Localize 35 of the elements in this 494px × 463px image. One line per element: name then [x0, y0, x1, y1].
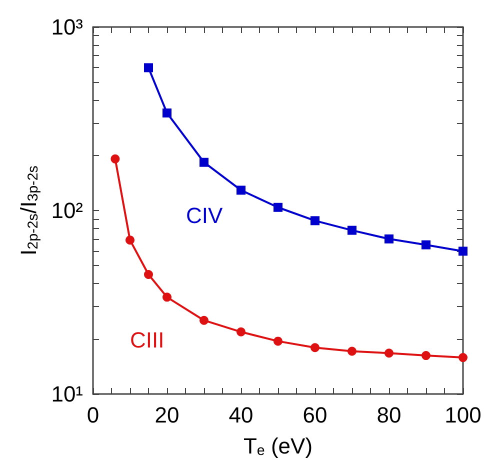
- y-axis-title: I2p-2s/I3p-2s: [16, 166, 42, 256]
- point: [310, 216, 320, 226]
- x-tick-label: 40: [228, 402, 254, 428]
- x-axis-title: Te (eV): [243, 433, 313, 459]
- point: [422, 240, 430, 250]
- x-tick-label: 60: [302, 402, 328, 428]
- point: [144, 270, 153, 279]
- point: [384, 234, 394, 244]
- point: [144, 63, 153, 72]
- series-label: CIV: [186, 202, 223, 228]
- point: [236, 186, 246, 195]
- point: [162, 108, 172, 118]
- x-tick-label: 100: [444, 402, 482, 428]
- point: [274, 202, 282, 212]
- y-tick-label: 10¹: [51, 382, 83, 406]
- point: [458, 246, 468, 256]
- point: [236, 327, 246, 336]
- point: [348, 346, 356, 356]
- x-tick-label: 20: [154, 402, 180, 428]
- x-tick-label: 80: [376, 402, 402, 428]
- point: [348, 226, 356, 235]
- point: [200, 316, 208, 325]
- series-label: CIII: [130, 328, 164, 353]
- point: [310, 343, 320, 352]
- point: [110, 154, 120, 164]
- point: [162, 292, 172, 302]
- point: [126, 236, 134, 245]
- point: [200, 158, 208, 167]
- y-tick-label: 10³: [51, 14, 83, 40]
- point: [458, 353, 468, 362]
- point: [384, 348, 394, 358]
- point: [422, 351, 430, 360]
- y-tick-label: 10²: [51, 198, 83, 223]
- x-tick-label: 0: [86, 402, 100, 428]
- point: [274, 336, 282, 346]
